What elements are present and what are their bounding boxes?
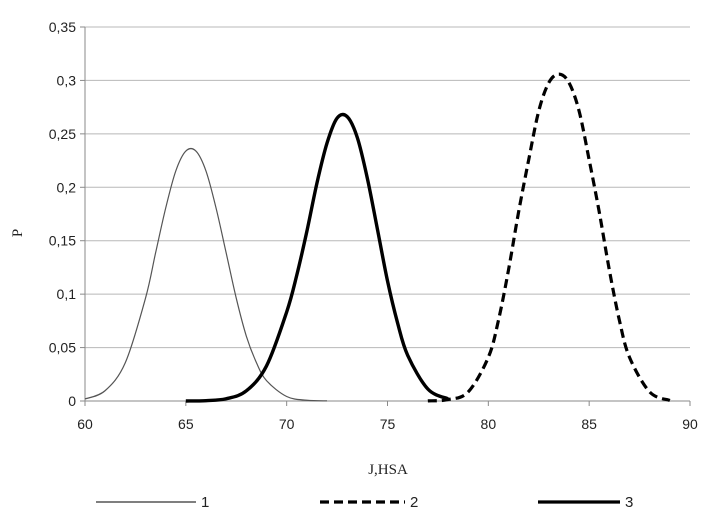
legend-item-3: 3 — [538, 494, 633, 511]
y-tick-label: 0,25 — [49, 126, 76, 142]
y-tick-label: 0,05 — [49, 340, 76, 356]
y-tick-label: 0,3 — [57, 72, 77, 88]
x-tick-label: 65 — [178, 416, 194, 432]
legend: 1 2 3 — [96, 494, 633, 511]
x-axis-label: J,HSA — [368, 462, 408, 478]
x-tick-labels: 60 65 70 75 80 85 90 — [77, 416, 698, 432]
legend-item-2: 2 — [320, 494, 418, 511]
series-lines — [84, 72, 671, 403]
y-axis-label: P — [10, 229, 26, 237]
x-tick-label: 80 — [481, 416, 497, 432]
series-line-2 — [427, 72, 671, 403]
gridlines — [85, 26, 690, 349]
series-line-3 — [185, 112, 449, 403]
x-tick-label: 70 — [279, 416, 295, 432]
legend-label-3: 3 — [625, 494, 633, 511]
y-tick-label: 0,35 — [49, 19, 76, 35]
x-tick-label: 75 — [380, 416, 396, 432]
x-tick-label: 60 — [77, 416, 93, 432]
x-tick-label: 90 — [682, 416, 698, 432]
x-tick-label: 85 — [581, 416, 597, 432]
legend-label-2: 2 — [410, 494, 418, 511]
legend-label-1: 1 — [201, 494, 209, 511]
y-tick-labels: 0 0,05 0,1 0,15 0,2 0,25 0,3 0,35 — [49, 19, 76, 409]
y-tick-label: 0,2 — [57, 179, 77, 195]
legend-item-1: 1 — [96, 494, 209, 511]
y-tick-label: 0 — [68, 393, 76, 409]
series-line-1 — [84, 147, 328, 402]
y-tick-label: 0,1 — [57, 286, 77, 302]
y-tick-label: 0,15 — [49, 233, 76, 249]
